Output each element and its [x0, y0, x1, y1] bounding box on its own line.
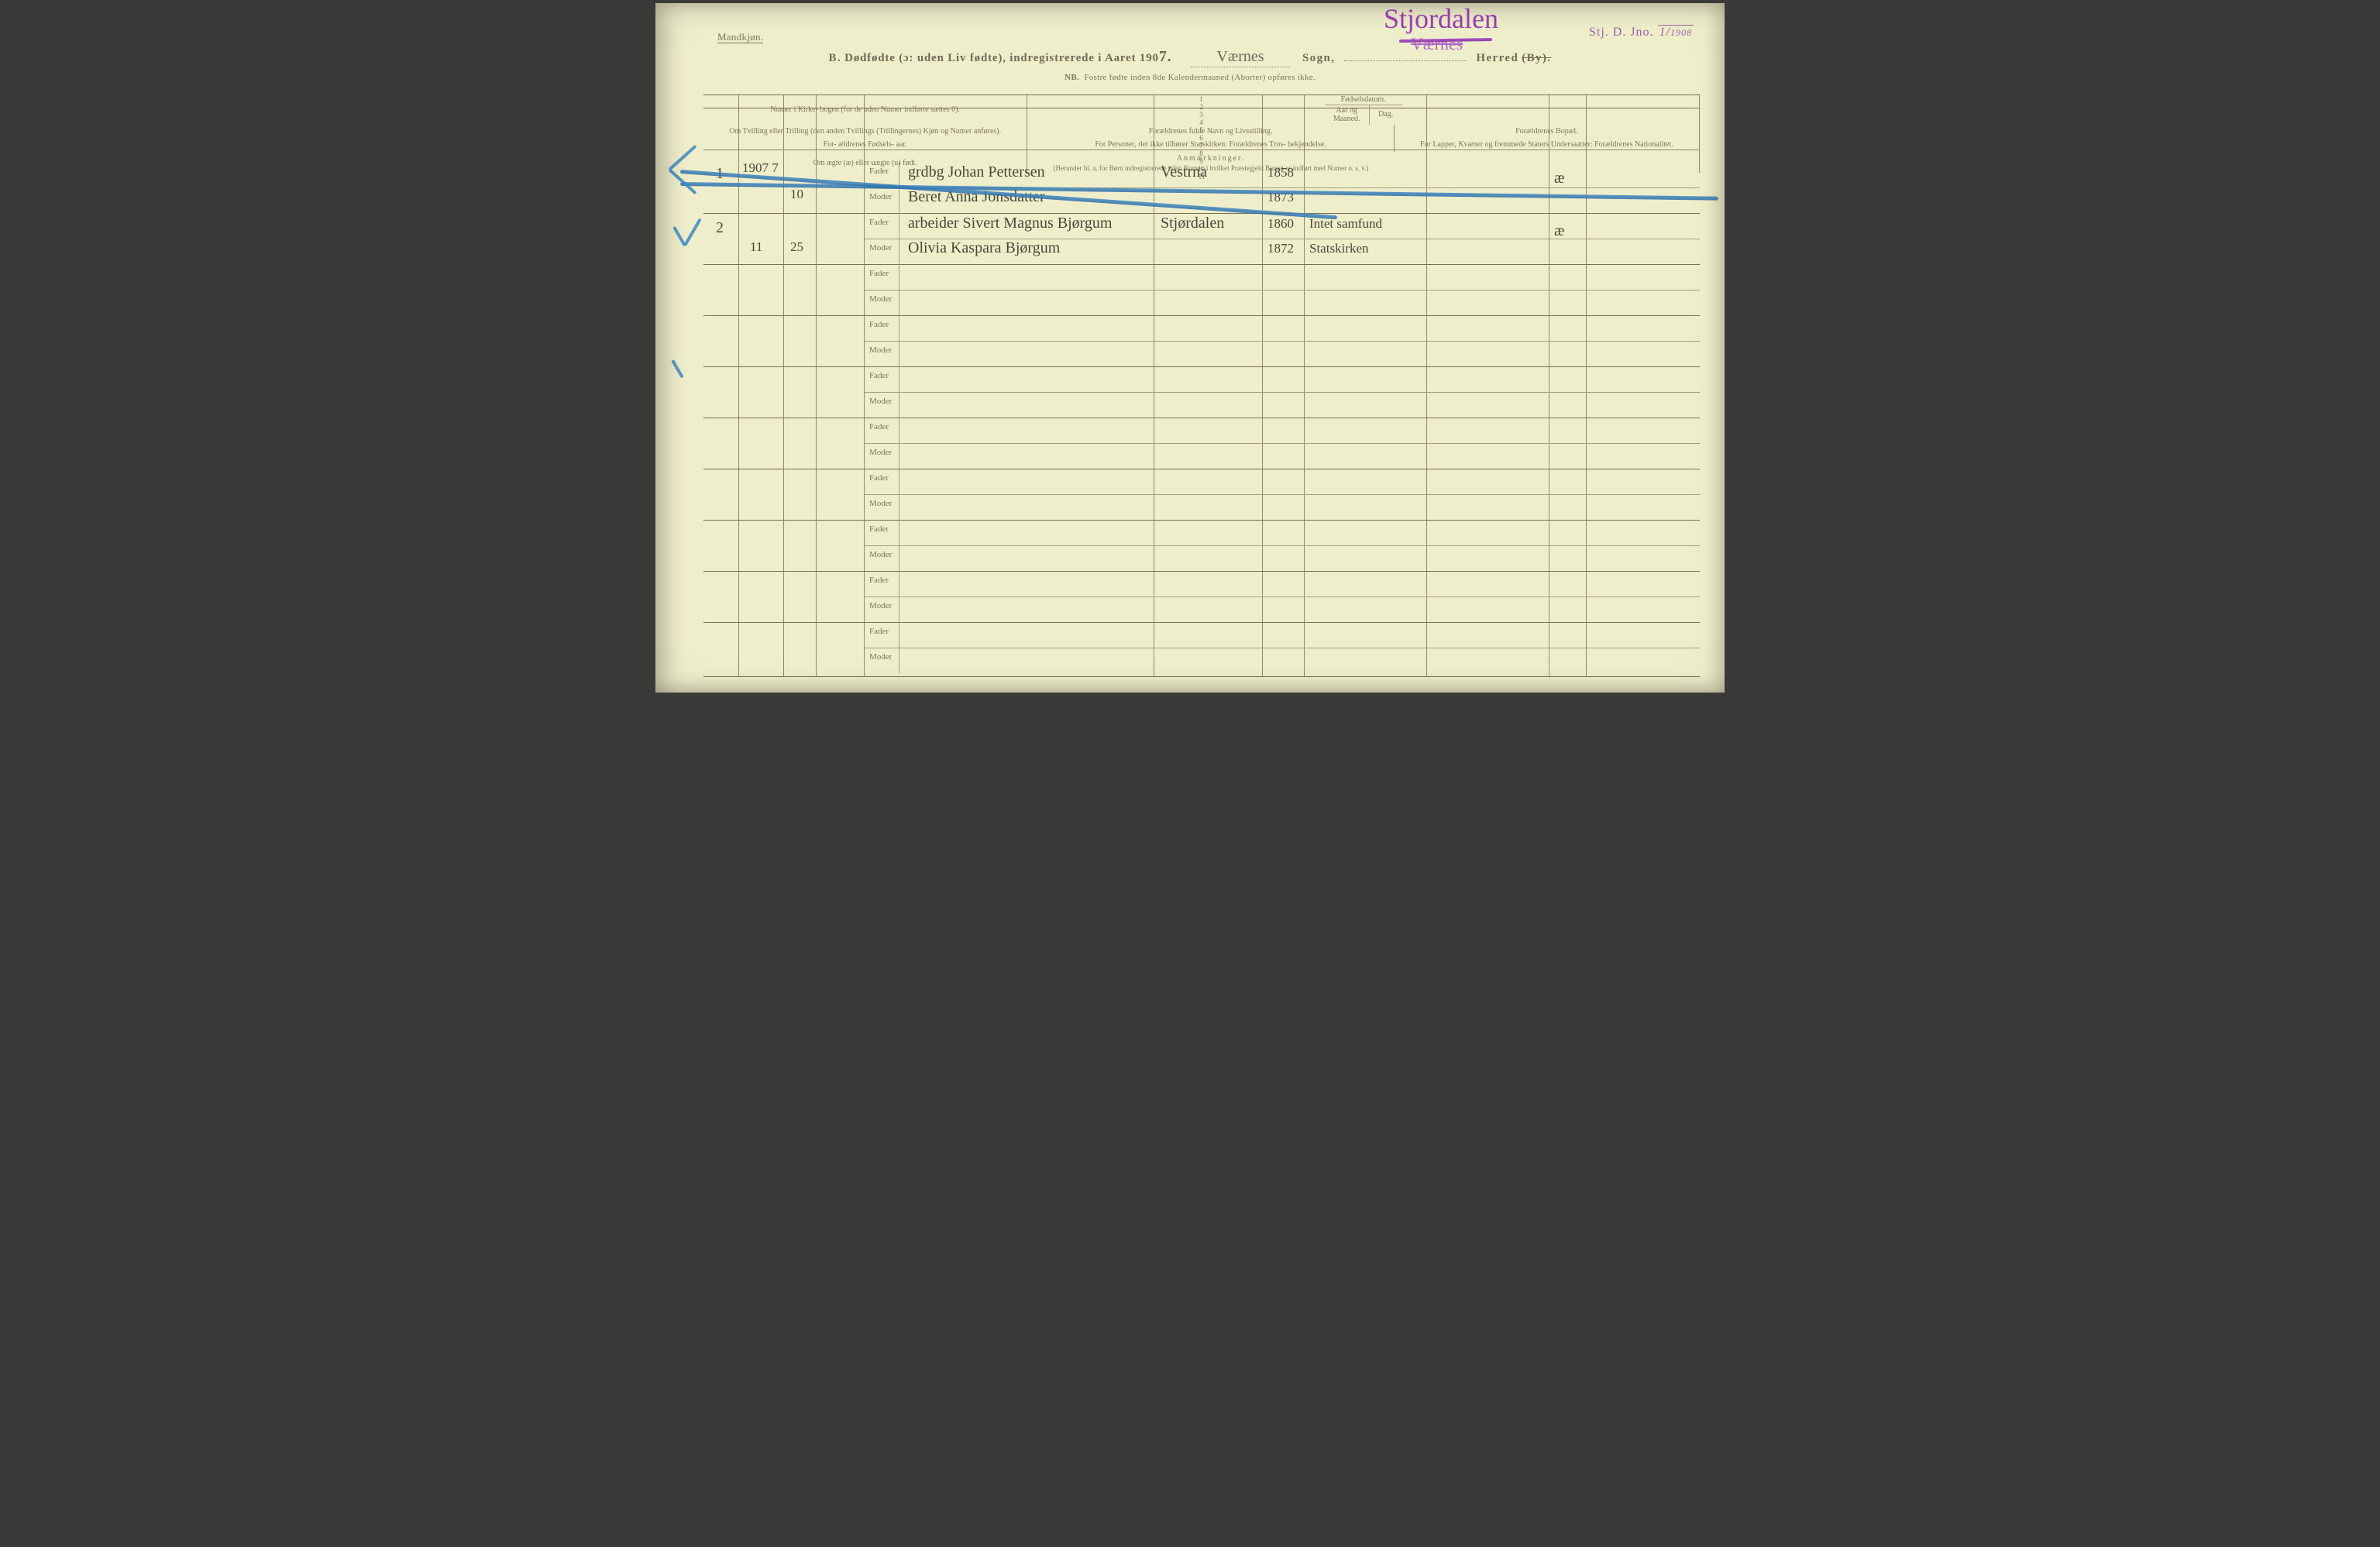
- fader-label: Fader: [869, 473, 889, 483]
- blue-x-1b: [669, 145, 697, 171]
- moder-label: Moder: [869, 397, 892, 406]
- table-body-rules: Fader Moder Fader Moder Fader Moder Fader Moder…: [703, 162, 1700, 676]
- e2-moder: Olivia Kaspara Bjørgum: [908, 239, 1060, 257]
- moder-label: Moder: [869, 601, 892, 610]
- sogn-label: Sogn,: [1302, 52, 1335, 64]
- table-colnums: 1 2 3 4 5 6 7 8 9 10 11: [703, 95, 1700, 108]
- fader-label: Fader: [869, 627, 889, 636]
- e2-aegte: æ: [1554, 222, 1564, 240]
- title-b: B.: [829, 52, 842, 64]
- e1-aegte: æ: [1554, 170, 1564, 187]
- sogn-field: Værnes: [1191, 48, 1290, 67]
- moder-label: Moder: [869, 448, 892, 457]
- moder-label: Moder: [869, 499, 892, 508]
- fader-label: Fader: [869, 524, 889, 534]
- fader-label: Fader: [869, 371, 889, 380]
- by-strike: (By).: [1522, 52, 1551, 64]
- herred-field: [1344, 60, 1467, 61]
- ledger-page: Mandkjøn. Stj. D. Jno. 1/1908 Stjordalen…: [655, 3, 1725, 693]
- moder-label: Moder: [869, 243, 892, 253]
- stamp-prefix: Stj. D. Jno.: [1589, 26, 1654, 39]
- e2-aar: 11: [750, 239, 762, 255]
- e2-maar: 1872: [1267, 241, 1294, 256]
- e1-faar: 1858: [1267, 165, 1294, 180]
- moder-label: Moder: [869, 192, 892, 201]
- gender-label: Mandkjøn.: [717, 31, 763, 43]
- stamp-number: 1/1908: [1658, 25, 1694, 40]
- fader-label: Fader: [869, 320, 889, 329]
- e1-fader: grdbg Johan Pettersen: [908, 163, 1045, 181]
- nb-text: Fostre fødte inden 8de Kalendermaaned (A…: [1082, 73, 1316, 82]
- moder-label: Moder: [869, 294, 892, 304]
- moder-label: Moder: [869, 345, 892, 355]
- blue-tick: [671, 359, 683, 379]
- title-row: B. Dødfødte (ɔ: uden Liv fødte), indregi…: [655, 48, 1725, 67]
- fader-label: Fader: [869, 218, 889, 227]
- title-main: Dødfødte (ɔ: uden Liv fødte), indregistr…: [844, 52, 1175, 64]
- fader-label: Fader: [869, 576, 889, 585]
- e2-ftros: Intet samfund: [1309, 216, 1382, 232]
- moder-label: Moder: [869, 550, 892, 559]
- nb-row: NB. NB. Fostre fødte inden 8de Kalenderm…: [655, 73, 1725, 82]
- magenta-annotation: Stjordalen: [1384, 6, 1498, 32]
- fader-label: Fader: [869, 167, 889, 176]
- stamp: Stj. D. Jno. 1/1908: [1589, 25, 1694, 40]
- ledger-table: Numer i Kirke- bogen (for de uden Numer …: [703, 95, 1700, 677]
- e2-faar: 1860: [1267, 216, 1294, 232]
- fader-label: Fader: [869, 269, 889, 278]
- e2-fader: arbeider Sivert Magnus Bjørgum: [908, 215, 1112, 232]
- e2-mtros: Statskirken: [1309, 241, 1369, 256]
- moder-label: Moder: [869, 652, 892, 662]
- e2-bopael: Stjørdalen: [1161, 215, 1224, 232]
- e1-dag: 10: [790, 187, 803, 202]
- blue-v-2b: [683, 218, 701, 246]
- herred-label: Herred: [1476, 52, 1518, 64]
- e2-num: 2: [716, 219, 724, 237]
- e1-aar: 1907 7: [742, 160, 779, 176]
- e2-dag: 25: [790, 239, 803, 255]
- fader-label: Fader: [869, 422, 889, 431]
- e1-bopael: Vestrna: [1161, 163, 1207, 181]
